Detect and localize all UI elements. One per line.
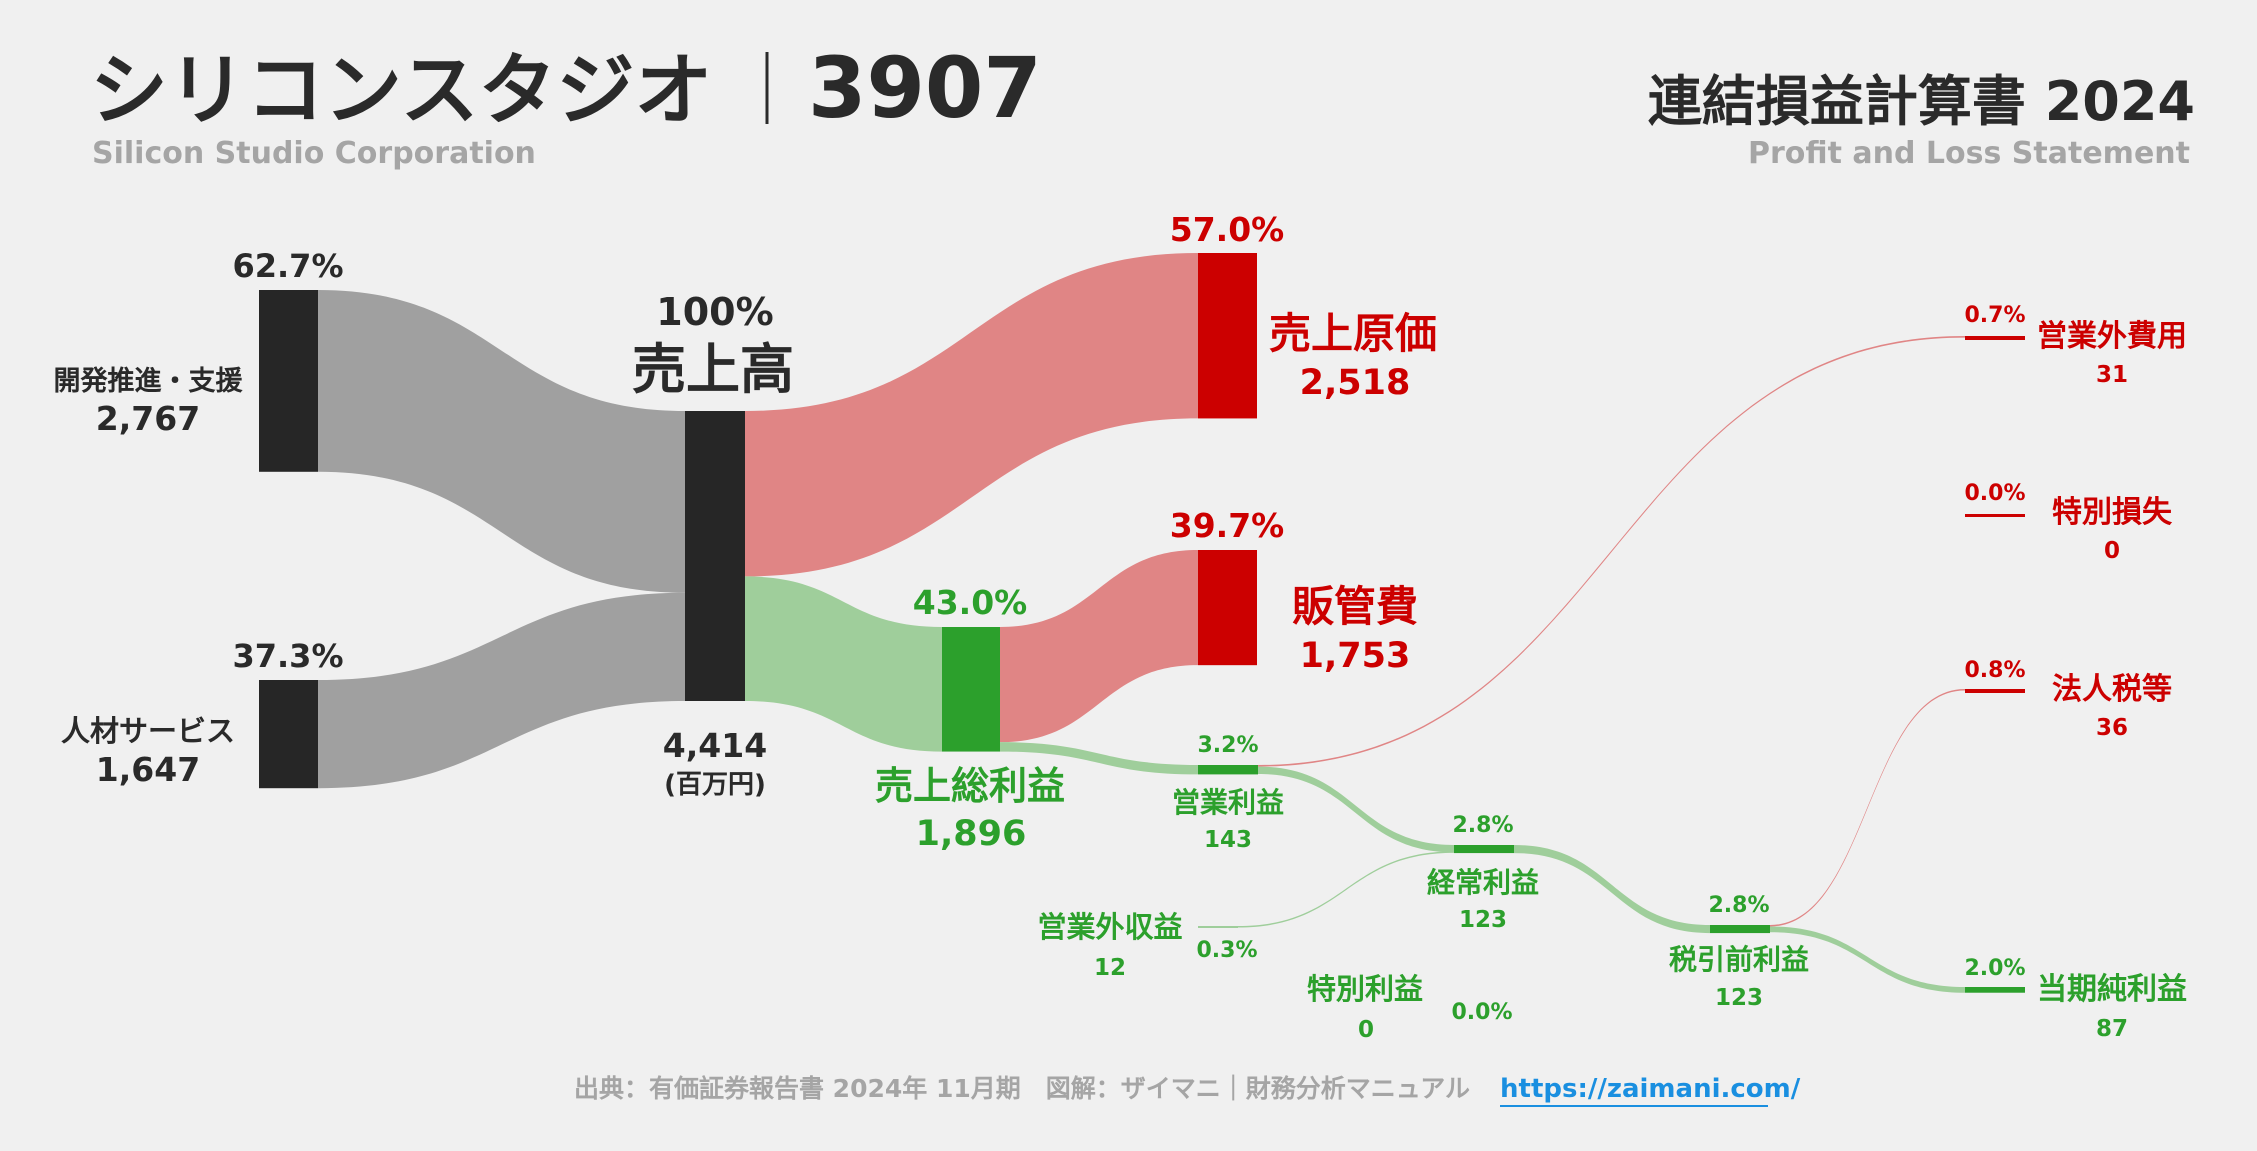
node-nonop-expense	[1965, 336, 2025, 340]
node-net-profit	[1965, 987, 2025, 993]
company-name-jp: シリコンスタジオ	[90, 46, 712, 136]
node-sga	[1198, 550, 1257, 666]
seg1-pct-label: 62.7%	[232, 247, 343, 285]
node-gross-profit	[942, 627, 1000, 752]
flow-revenue-to-cogs	[745, 253, 1198, 577]
flow-op-to-nonop-expense	[1258, 336, 1965, 767]
tax-name-label: 法人税等	[2052, 672, 2172, 707]
nonop-income-pct-label: 0.3%	[1196, 938, 1257, 963]
op-pct-label: 3.2%	[1197, 733, 1258, 758]
seg2-name-label: 人材サービス	[61, 714, 235, 748]
nonop-exp-pct-label: 0.7%	[1964, 303, 2025, 328]
net-pct-label: 2.0%	[1964, 956, 2025, 981]
node-segment-development	[259, 290, 318, 472]
seg1-name-label: 開発推進・支援	[54, 366, 244, 397]
node-extraordinary-loss	[1965, 514, 2025, 517]
flow-ordinary-to-pretax	[1514, 845, 1710, 934]
pretax-name-label: 税引前利益	[1669, 943, 1809, 976]
gross-pct-label: 43.0%	[913, 583, 1028, 622]
node-segment-staffing	[259, 680, 318, 789]
node-tax	[1965, 689, 2025, 693]
revenue-pct-label: 100%	[656, 290, 773, 334]
gross-name-label: 売上総利益	[875, 764, 1065, 808]
flow-pretax-to-tax	[1770, 689, 1965, 927]
ext-loss-value-label: 0	[2104, 538, 2120, 564]
node-operating-profit	[1198, 765, 1258, 775]
ord-value-label: 123	[1459, 907, 1507, 933]
company-name-en: Silicon Studio Corporation	[92, 136, 536, 171]
node-revenue	[685, 411, 745, 701]
revenue-value-label: 4,414	[663, 726, 767, 765]
nonop-exp-name-label: 営業外費用	[2037, 319, 2187, 354]
flow-nonop-income-to-ordinary	[1238, 851, 1454, 928]
pretax-value-label: 123	[1715, 985, 1763, 1011]
unit-label: (百万円)	[664, 770, 766, 800]
ext-loss-pct-label: 0.0%	[1964, 481, 2025, 506]
ticker-code: 3907	[808, 39, 1042, 137]
cogs-name-label: 売上原価	[1269, 309, 1437, 358]
statement-subtitle: Profit and Loss Statement	[1748, 136, 2190, 171]
statement-title: 連結損益計算書 2024	[1648, 70, 2195, 133]
flow-gross-to-op	[1000, 742, 1198, 775]
pretax-pct-label: 2.8%	[1708, 893, 1769, 918]
ord-name-label: 経常利益	[1427, 866, 1539, 899]
flow-seg1-to-revenue	[318, 290, 685, 593]
flow-seg2-to-revenue	[318, 592, 685, 789]
net-name-label: 当期純利益	[2037, 972, 2187, 1007]
seg1-value-label: 2,767	[96, 399, 200, 438]
footer-source: 出典：有価証券報告書 2024年 11月期 図解：ザイマニ｜財務分析マニュアル	[574, 1074, 1470, 1103]
sga-name-label: 販管費	[1292, 582, 1418, 631]
flow-pretax-to-net	[1770, 926, 1965, 993]
nonop-exp-value-label: 31	[2096, 362, 2128, 388]
flow-revenue-to-gross	[745, 576, 942, 752]
ext-gain-name-label: 特別利益	[1307, 972, 1423, 1006]
cogs-pct-label: 57.0%	[1170, 210, 1285, 249]
op-name-label: 営業利益	[1172, 786, 1284, 819]
sga-pct-label: 39.7%	[1170, 506, 1285, 545]
gross-value-label: 1,896	[916, 814, 1027, 854]
seg2-value-label: 1,647	[96, 750, 200, 789]
node-cogs	[1198, 253, 1257, 419]
net-value-label: 87	[2096, 1016, 2128, 1042]
cogs-value-label: 2,518	[1300, 363, 1411, 403]
nonop-income-name-label: 営業外収益	[1037, 910, 1182, 944]
nonop-income-value-label: 12	[1094, 955, 1126, 981]
flow-op-to-ordinary	[1258, 766, 1454, 853]
ext-loss-name-label: 特別損失	[2052, 495, 2173, 530]
footer-link[interactable]: https://zaimani.com/	[1500, 1074, 1801, 1104]
node-pretax-profit	[1710, 925, 1770, 934]
flow-gross-to-sga	[1000, 550, 1198, 743]
tax-pct-label: 0.8%	[1964, 658, 2025, 683]
sga-value-label: 1,753	[1300, 636, 1411, 676]
ext-gain-pct-label: 0.0%	[1451, 1000, 1512, 1025]
ord-pct-label: 2.8%	[1452, 813, 1513, 838]
op-value-label: 143	[1204, 827, 1252, 853]
node-ordinary-profit	[1454, 845, 1514, 854]
ext-gain-value-label: 0	[1358, 1017, 1374, 1043]
tax-value-label: 36	[2096, 715, 2128, 741]
seg2-pct-label: 37.3%	[232, 637, 343, 675]
revenue-name-label: 売上高	[632, 338, 794, 401]
